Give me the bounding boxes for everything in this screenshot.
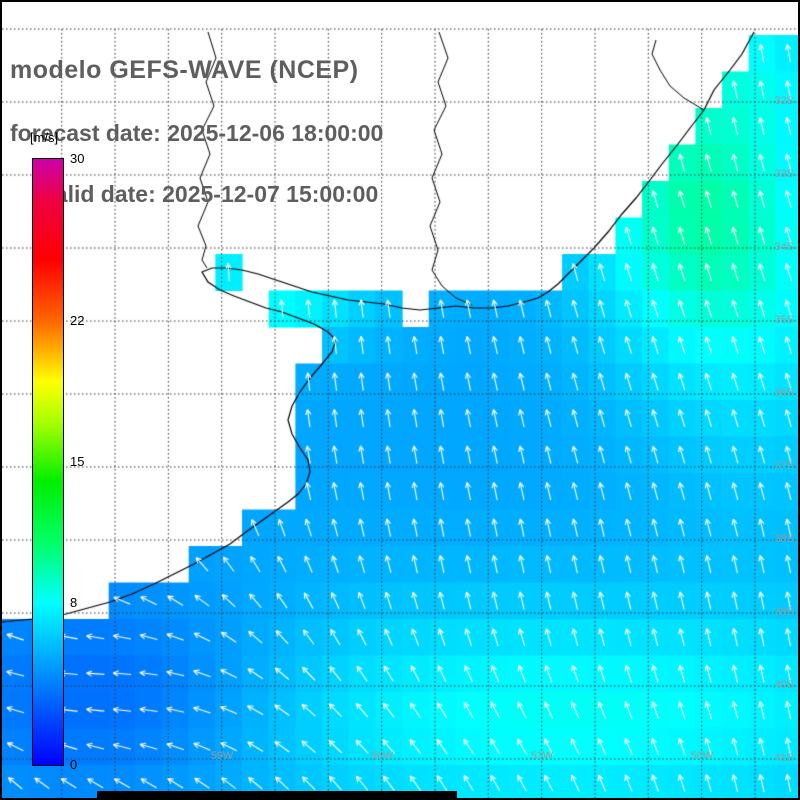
lat-label-37S: 37S <box>774 460 794 472</box>
lat-label-34S: 34S <box>774 241 794 253</box>
lon-label-59W: 59W <box>210 750 234 762</box>
lat-label-33S: 33S <box>774 168 794 180</box>
lat-label-36S: 36S <box>774 387 794 399</box>
colorbar-tick-8: 8 <box>70 595 78 611</box>
lon-label-53W: 53W <box>530 750 554 762</box>
colorbar-tick-0: 0 <box>70 757 78 772</box>
colorbar: [m/s] 30 22 15 8 0 <box>30 130 140 795</box>
lat-label-39S: 39S <box>774 606 794 618</box>
lat-label-40S: 40S <box>774 679 794 691</box>
lat-label-38S: 38S <box>774 533 794 545</box>
lat-label-41S: 41S <box>774 752 794 764</box>
lat-label-32S: 32S <box>774 95 794 107</box>
colorbar-gradient <box>32 158 64 766</box>
colorbar-units-label: [m/s] <box>30 130 59 145</box>
lat-label-35S: 35S <box>774 314 794 326</box>
model-title: modelo GEFS-WAVE (NCEP) <box>10 55 359 84</box>
colorbar-tick-15: 15 <box>70 454 85 469</box>
colorbar-tick-30: 30 <box>70 151 85 166</box>
lon-label-50W: 50W <box>690 750 714 762</box>
forecast-date-label: forecast date: 2025-12-06 18:00:00 <box>10 120 384 147</box>
footer-bar <box>97 791 457 798</box>
colorbar-tick-22: 22 <box>70 312 85 328</box>
lon-label-56W: 56W <box>370 750 394 762</box>
